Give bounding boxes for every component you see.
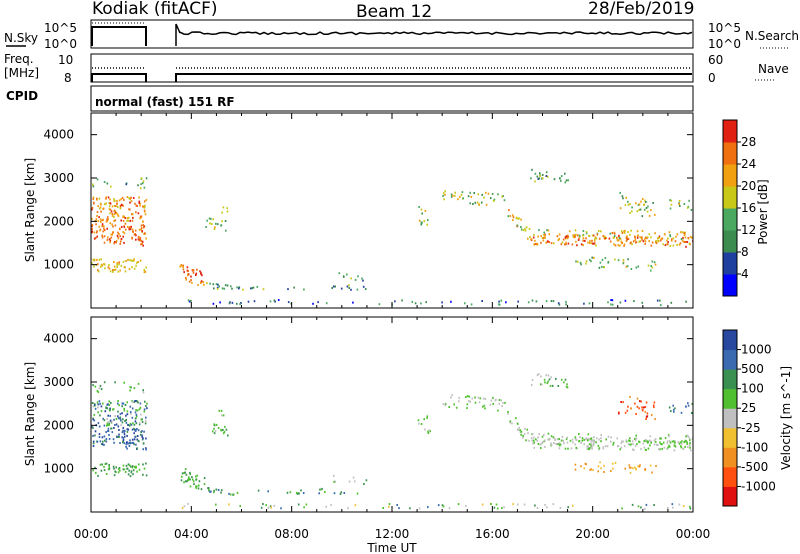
x-tick-label: 12:00 bbox=[375, 527, 410, 541]
nave-tick-bottom: 0 bbox=[708, 71, 716, 85]
y-tick-label: 2000 bbox=[43, 418, 74, 432]
velocity-colorbar-segment bbox=[723, 447, 737, 468]
power-colorbar-tick: 16 bbox=[741, 201, 756, 215]
date-title: 28/Feb/2019 bbox=[588, 0, 694, 19]
cpid-value: normal (fast) 151 RF bbox=[95, 95, 235, 109]
power-colorbar-tick: 12 bbox=[741, 223, 756, 237]
velocity-colorbar-tick: 100 bbox=[741, 382, 764, 396]
velocity-colorbar-segment bbox=[723, 369, 737, 390]
power-colorbar-segment bbox=[723, 164, 737, 187]
y-tick-label: 4000 bbox=[43, 332, 74, 346]
velocity-colorbar-segment bbox=[723, 388, 737, 409]
nsearch-label: N.Search bbox=[745, 29, 799, 43]
velocity-colorbar-tick: 25 bbox=[741, 401, 756, 415]
freq-tick-bottom: 8 bbox=[64, 71, 72, 85]
beam-title: Beam 12 bbox=[356, 2, 432, 22]
power-colorbar-segment bbox=[723, 120, 737, 143]
nave-label: Nave bbox=[758, 62, 789, 76]
velocity-colorbar-segment bbox=[723, 486, 737, 507]
freq-tick-top: 10 bbox=[58, 53, 73, 67]
nsearch-tick-top: 10^5 bbox=[708, 21, 741, 35]
nave-tick-top: 60 bbox=[708, 53, 723, 67]
y-tick-label: 3000 bbox=[43, 375, 74, 389]
x-axis-label: Time UT bbox=[366, 541, 417, 554]
x-tick-labels: 00:00 04:00 08:00 12:00 16:00 20:00 00:00 bbox=[74, 527, 711, 541]
velocity-frame bbox=[90, 316, 694, 513]
velocity-colorbar-segment bbox=[723, 466, 737, 487]
velocity-colorbar-segment bbox=[723, 349, 737, 370]
power-colorbar-segment bbox=[723, 142, 737, 165]
power-colorbar-segment bbox=[723, 230, 737, 253]
velocity-colorbar-tick: -100 bbox=[741, 440, 768, 454]
power-frame bbox=[90, 112, 694, 309]
x-tick-label: 04:00 bbox=[174, 527, 209, 541]
power-colorbar-segment bbox=[723, 252, 737, 275]
velocity-colorbar-tick: -25 bbox=[741, 421, 761, 435]
power-colorbar-tick: 4 bbox=[741, 267, 749, 281]
velocity-colorbar-segment bbox=[723, 427, 737, 448]
freq-label-line1: Freq. bbox=[4, 52, 34, 66]
freq-panel: Freq. [MHz] 10 8 60 0 Nave bbox=[4, 52, 789, 85]
velocity-colorbar: 1000 500 100 25 -25 -100 -500 -1000 bbox=[722, 329, 776, 507]
power-colorbar-segment bbox=[723, 208, 737, 231]
power-axes: 1000 2000 3000 4000 bbox=[43, 113, 694, 308]
y-tick-label: 4000 bbox=[43, 128, 74, 142]
radar-title: Kodiak (fitACF) bbox=[92, 0, 218, 19]
y-tick-label: 1000 bbox=[43, 462, 74, 476]
x-tick-label: 16:00 bbox=[475, 527, 510, 541]
x-tick-label: 00:00 bbox=[676, 527, 711, 541]
velocity-ylabel: Slant Range [km] bbox=[23, 362, 37, 466]
power-colorbar-tick: 28 bbox=[741, 135, 756, 149]
x-tick-label: 00:00 bbox=[74, 527, 109, 541]
nsky-tick-bottom: 10^0 bbox=[44, 37, 77, 51]
velocity-colorbar-tick: -1000 bbox=[741, 479, 776, 493]
nsearch-tick-bottom: 10^0 bbox=[708, 37, 741, 51]
power-colorbar: 4 8 12 16 20 24 28 bbox=[722, 119, 756, 297]
x-tick-label: 20:00 bbox=[575, 527, 610, 541]
power-ylabel: Slant Range [km] bbox=[23, 158, 37, 262]
power-colorbar-tick: 24 bbox=[741, 157, 756, 171]
cpid-panel bbox=[90, 85, 694, 112]
y-tick-label: 1000 bbox=[43, 258, 74, 272]
power-colorbar-segment bbox=[723, 274, 737, 297]
velocity-colorbar-tick: 500 bbox=[741, 362, 764, 376]
velocity-colorbar-segment bbox=[723, 330, 737, 351]
x-tick-label: 08:00 bbox=[274, 527, 309, 541]
power-colorbar-tick: 20 bbox=[741, 179, 756, 193]
velocity-colorbar-tick: -500 bbox=[741, 460, 768, 474]
power-heatmap bbox=[91, 168, 693, 307]
freq-label-line2: [MHz] bbox=[4, 66, 39, 80]
power-colorbar-segment bbox=[723, 186, 737, 209]
velocity-colorbar-tick: 1000 bbox=[741, 343, 772, 357]
velocity-colorbar-segment bbox=[723, 408, 737, 429]
velocity-colorbar-label: Velocity [m s^-1] bbox=[779, 366, 793, 470]
y-tick-label: 2000 bbox=[43, 214, 74, 228]
velocity-axes: 1000 2000 3000 4000 bbox=[43, 317, 694, 512]
y-tick-label: 3000 bbox=[43, 171, 74, 185]
nsky-tick-top: 10^5 bbox=[44, 21, 77, 35]
power-colorbar-tick: 8 bbox=[741, 245, 749, 259]
nsky-label: N.Sky bbox=[4, 31, 38, 45]
power-colorbar-label: Power [dB] bbox=[756, 179, 770, 244]
nsky-panel: N.Sky 10^5 10^0 10^5 10^0 N.Search bbox=[4, 19, 799, 51]
cpid-label: CPID bbox=[6, 89, 38, 103]
velocity-heatmap bbox=[91, 373, 693, 510]
